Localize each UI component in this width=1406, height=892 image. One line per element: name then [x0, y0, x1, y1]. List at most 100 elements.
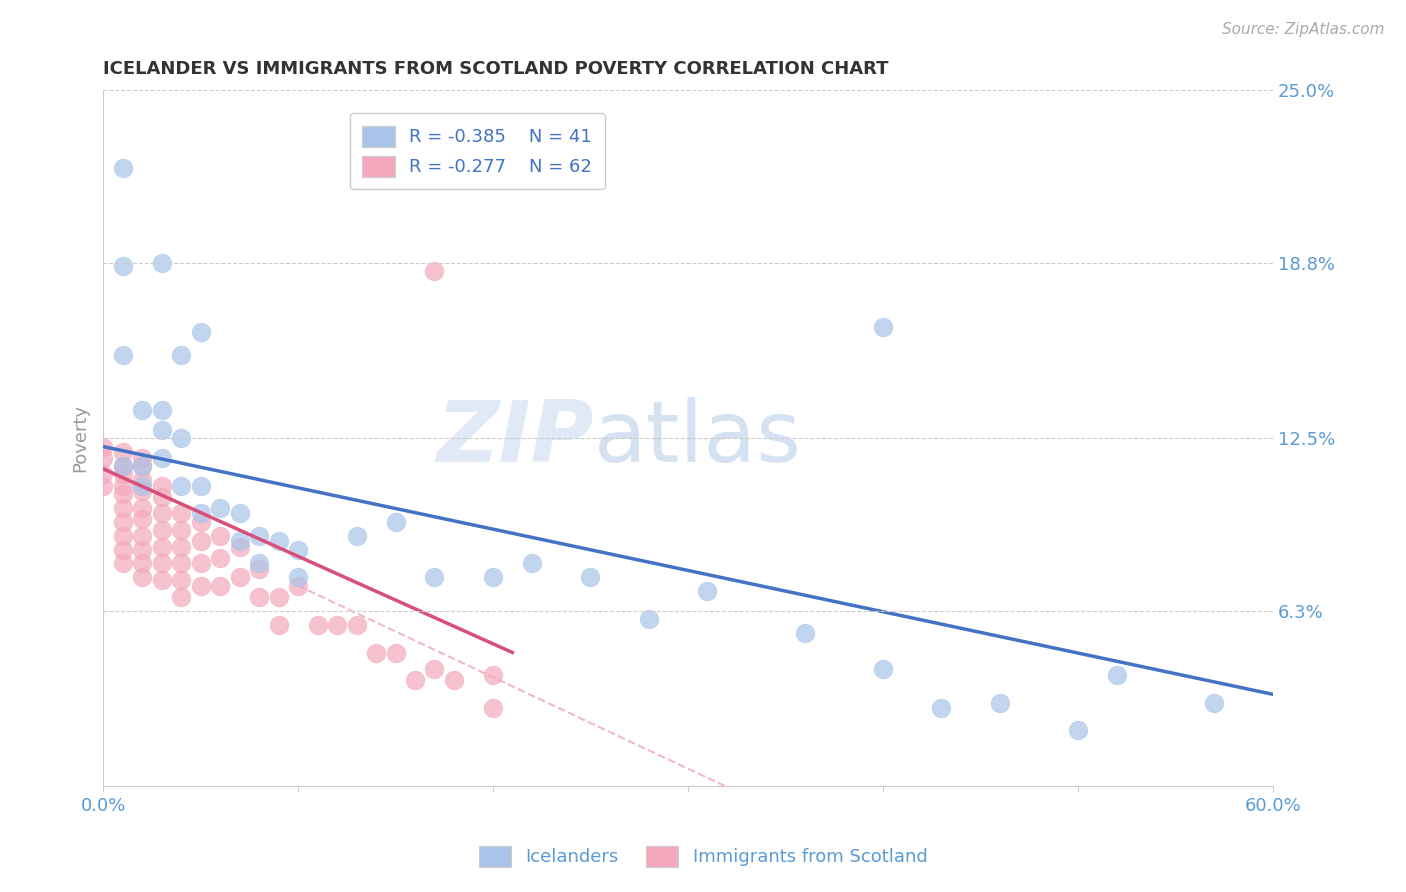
- Point: [170, 431, 193, 445]
- Point: [872, 662, 894, 676]
- Legend: Icelanders, Immigrants from Scotland: Icelanders, Immigrants from Scotland: [471, 838, 935, 874]
- Point: [111, 348, 134, 362]
- Point: [190, 326, 212, 340]
- Point: [170, 540, 193, 554]
- Text: ICELANDER VS IMMIGRANTS FROM SCOTLAND POVERTY CORRELATION CHART: ICELANDER VS IMMIGRANTS FROM SCOTLAND PO…: [103, 60, 889, 78]
- Point: [131, 500, 153, 515]
- Point: [190, 515, 212, 529]
- Point: [228, 570, 250, 584]
- Point: [190, 507, 212, 521]
- Point: [150, 507, 173, 521]
- Point: [170, 523, 193, 537]
- Point: [247, 528, 270, 542]
- Point: [170, 478, 193, 492]
- Point: [150, 573, 173, 587]
- Point: [209, 528, 232, 542]
- Point: [111, 458, 134, 473]
- Point: [326, 617, 349, 632]
- Point: [131, 570, 153, 584]
- Point: [170, 507, 193, 521]
- Point: [131, 450, 153, 465]
- Point: [247, 557, 270, 571]
- Point: [287, 570, 309, 584]
- Point: [482, 570, 505, 584]
- Point: [111, 458, 134, 473]
- Point: [131, 403, 153, 417]
- Point: [131, 557, 153, 571]
- Y-axis label: Poverty: Poverty: [72, 404, 89, 472]
- Point: [209, 550, 232, 565]
- Point: [228, 507, 250, 521]
- Point: [638, 612, 661, 626]
- Point: [384, 515, 406, 529]
- Point: [150, 540, 173, 554]
- Point: [131, 484, 153, 499]
- Point: [793, 626, 815, 640]
- Point: [111, 557, 134, 571]
- Point: [988, 696, 1011, 710]
- Point: [190, 579, 212, 593]
- Legend: R = -0.385    N = 41, R = -0.277    N = 62: R = -0.385 N = 41, R = -0.277 N = 62: [350, 113, 605, 189]
- Point: [404, 673, 426, 688]
- Point: [91, 440, 114, 454]
- Point: [91, 478, 114, 492]
- Point: [1105, 668, 1128, 682]
- Point: [170, 348, 193, 362]
- Point: [423, 570, 446, 584]
- Point: [131, 458, 153, 473]
- Point: [228, 534, 250, 549]
- Point: [346, 617, 368, 632]
- Point: [150, 256, 173, 270]
- Point: [579, 570, 602, 584]
- Point: [929, 701, 952, 715]
- Point: [190, 478, 212, 492]
- Point: [150, 450, 173, 465]
- Point: [267, 617, 290, 632]
- Point: [443, 673, 465, 688]
- Text: atlas: atlas: [595, 397, 803, 480]
- Point: [482, 668, 505, 682]
- Point: [111, 467, 134, 482]
- Point: [696, 584, 718, 599]
- Point: [190, 557, 212, 571]
- Point: [307, 617, 329, 632]
- Point: [423, 264, 446, 278]
- Point: [267, 590, 290, 604]
- Point: [364, 646, 387, 660]
- Point: [287, 542, 309, 557]
- Point: [150, 557, 173, 571]
- Point: [150, 490, 173, 504]
- Point: [170, 590, 193, 604]
- Point: [111, 542, 134, 557]
- Point: [111, 445, 134, 459]
- Point: [384, 646, 406, 660]
- Point: [131, 542, 153, 557]
- Point: [1204, 696, 1226, 710]
- Point: [111, 500, 134, 515]
- Point: [209, 500, 232, 515]
- Point: [150, 523, 173, 537]
- Point: [111, 259, 134, 273]
- Point: [131, 512, 153, 526]
- Point: [111, 528, 134, 542]
- Point: [423, 662, 446, 676]
- Point: [91, 450, 114, 465]
- Point: [150, 423, 173, 437]
- Point: [190, 534, 212, 549]
- Point: [209, 579, 232, 593]
- Point: [170, 573, 193, 587]
- Point: [150, 403, 173, 417]
- Point: [150, 478, 173, 492]
- Point: [91, 467, 114, 482]
- Point: [111, 161, 134, 176]
- Point: [247, 590, 270, 604]
- Point: [247, 562, 270, 576]
- Point: [872, 319, 894, 334]
- Point: [520, 557, 543, 571]
- Point: [482, 701, 505, 715]
- Point: [131, 458, 153, 473]
- Point: [287, 579, 309, 593]
- Point: [111, 487, 134, 501]
- Text: ZIP: ZIP: [437, 397, 595, 480]
- Point: [131, 473, 153, 487]
